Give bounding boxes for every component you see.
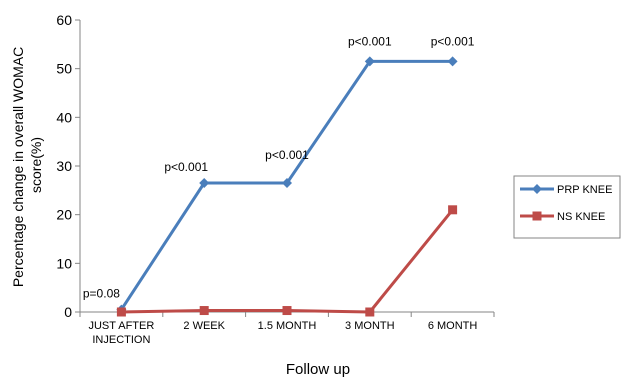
p-value-annotation: p=0.08 xyxy=(83,287,120,301)
data-point xyxy=(116,307,126,317)
x-tick-label: 3 MONTH xyxy=(345,320,395,332)
x-tick-label: 6 MONTH xyxy=(428,320,478,332)
data-point xyxy=(282,306,292,316)
series-layer xyxy=(116,56,458,317)
data-point xyxy=(364,56,375,67)
y-tick-label: 40 xyxy=(56,109,72,125)
x-tick-label: 2 WEEK xyxy=(183,320,225,332)
p-value-annotation: p<0.001 xyxy=(265,148,309,162)
p-value-annotation: p<0.001 xyxy=(348,34,392,48)
y-axis-title-line-1: Percentage change in overall WOMAC xyxy=(10,47,26,287)
p-value-annotation: p<0.001 xyxy=(431,34,475,48)
data-point xyxy=(365,307,375,317)
data-point xyxy=(282,178,292,189)
y-tick-label: 10 xyxy=(56,255,72,271)
y-tick-label: 30 xyxy=(56,158,72,174)
y-tick-label: 50 xyxy=(56,61,72,77)
x-tick-label-line: INJECTION xyxy=(92,334,150,346)
p-value-annotation: p<0.001 xyxy=(164,160,208,174)
x-tick-label-line: 3 MONTH xyxy=(345,320,395,332)
x-tick-label-line: 2 WEEK xyxy=(183,320,225,332)
x-tick-label-line: 6 MONTH xyxy=(428,320,478,332)
series-line xyxy=(121,208,454,314)
x-tick-label: JUST AFTER INJECTION xyxy=(88,320,154,346)
data-point xyxy=(199,306,209,316)
legend-marker xyxy=(532,184,542,194)
y-axis-title: Percentage change in overall WOMAC score… xyxy=(10,43,44,287)
legend-marker xyxy=(532,211,542,221)
data-point xyxy=(447,56,458,67)
legend-label: NS KNEE xyxy=(557,211,605,223)
x-ticks: JUST AFTER INJECTION 2 WEEK 1.5 MONTH 3 MONT… xyxy=(79,312,495,346)
data-point xyxy=(448,205,458,215)
legend: PRP KNEE NS KNEE xyxy=(513,175,621,239)
y-tick-label: 20 xyxy=(56,207,72,223)
x-axis-title: Follow up xyxy=(286,361,350,378)
x-tick-label: 1.5 MONTH xyxy=(258,320,317,332)
y-tick-label: 0 xyxy=(64,304,72,320)
y-axis-title-line-2: score(%) xyxy=(28,137,44,193)
y-ticks: 0 10 20 30 40 50 60 xyxy=(56,12,80,320)
x-tick-label-line: JUST AFTER xyxy=(88,320,154,332)
annotation-layer: p=0.08 p<0.001 p<0.001 p<0.001 p<0.001 xyxy=(83,34,475,300)
x-tick-label-line: 1.5 MONTH xyxy=(258,320,317,332)
legend-box xyxy=(513,175,621,239)
legend-label: PRP KNEE xyxy=(557,184,612,196)
y-tick-label: 60 xyxy=(56,12,72,28)
data-point xyxy=(199,178,210,189)
axes xyxy=(79,20,494,313)
